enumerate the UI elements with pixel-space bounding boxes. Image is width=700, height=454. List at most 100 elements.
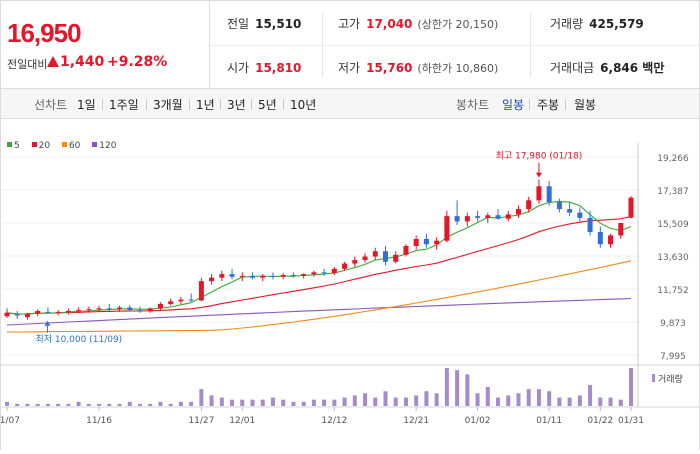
candle-body [423, 238, 429, 245]
period-3m[interactable]: 3개월 [153, 98, 183, 112]
candle-body [219, 274, 225, 278]
candle-body [270, 275, 276, 277]
candle-body [137, 310, 143, 312]
volume-bar [66, 403, 71, 406]
volume-bar [86, 403, 91, 406]
volume-bar [168, 403, 173, 406]
volume-bar [455, 370, 460, 406]
candle-body [587, 217, 593, 232]
candle-body [352, 260, 358, 264]
candle-body [362, 256, 368, 261]
x-tick-label: 12/01 [229, 416, 255, 426]
volume-bar [526, 389, 531, 406]
candle-body [505, 214, 511, 219]
x-tick-label: 11/07 [1, 416, 20, 426]
change-value: 1,440 [47, 54, 104, 70]
volume-bar [363, 393, 368, 406]
candle-body [65, 310, 71, 312]
chart-toolbar: 선차트 1일 1주일 3개월 1년 3년 5년 10년 봉차트 일봉 주봉 월봉 [0, 89, 700, 119]
price-box: 16,950 전일대비 1,440 +9.28% [1, 1, 210, 89]
candle-body [45, 311, 51, 313]
volume-bar [496, 397, 501, 406]
line-chart-label: 선차트 [34, 98, 68, 112]
volume-bar [547, 391, 552, 406]
candle-daily[interactable]: 일봉 [502, 98, 525, 112]
volume-bar [598, 397, 603, 406]
candle-body [556, 202, 562, 210]
x-tick-label: 11/16 [86, 416, 112, 426]
y-tick-label: 11,752 [657, 286, 689, 296]
candle-body [393, 254, 399, 262]
y-tick-label: 7,995 [660, 352, 686, 362]
volume-bar [373, 397, 378, 406]
candle-body [515, 209, 521, 215]
candle-body [464, 216, 470, 222]
candle-body [260, 275, 266, 278]
volume-bar [444, 368, 449, 406]
candle-body [127, 307, 133, 311]
candle-body [147, 308, 153, 311]
candle-body [311, 272, 317, 275]
ma5-line [6, 200, 632, 315]
low-annotation: 최저 10,000 (11/09) [35, 334, 122, 345]
volume-bar [485, 387, 490, 406]
volume-bar [322, 399, 327, 406]
candle-body [495, 215, 501, 219]
volume-bar [158, 401, 163, 406]
x-tick-label: 01/22 [587, 416, 613, 426]
volume-legend-label: 거래량 [658, 373, 683, 385]
candle-body [321, 272, 327, 274]
candle-body [608, 235, 614, 245]
volume-bar [76, 401, 81, 406]
candle-body [618, 222, 624, 236]
volume-bar [629, 368, 633, 406]
candle-body [577, 212, 583, 218]
volume-bar [577, 395, 582, 406]
legend-ma60: 60 [61, 141, 80, 151]
period-3y[interactable]: 3년 [227, 98, 246, 112]
volume-bar [465, 374, 470, 406]
volume-bar [199, 389, 204, 406]
period-1y[interactable]: 1년 [196, 98, 215, 112]
candle-body [485, 215, 491, 218]
volume-bar [352, 395, 357, 406]
chart-canvas: 19,266 17,387 15,509 13,630 11,752 9,873 7,995… [0, 143, 699, 426]
candle-body [239, 275, 245, 277]
ma20-line [6, 215, 632, 315]
candle-body [117, 307, 123, 310]
candle-weekly[interactable]: 주봉 [537, 98, 560, 112]
candle-body [157, 303, 163, 309]
period-1d[interactable]: 1일 [77, 98, 96, 112]
candle-body [454, 216, 460, 222]
candle-body [76, 310, 82, 312]
period-10y[interactable]: 10년 [290, 98, 317, 112]
change-label: 전일대비 [7, 58, 48, 71]
volume-bar [240, 399, 245, 406]
volume-bar [342, 397, 347, 406]
candle-body [342, 263, 348, 269]
candle-monthly[interactable]: 월봉 [574, 98, 597, 112]
volume-bar [209, 395, 214, 406]
volume-bar [25, 403, 30, 406]
volume-bar [137, 403, 142, 406]
volume-bar [506, 395, 511, 406]
period-5y[interactable]: 5년 [258, 98, 277, 112]
candle-body [24, 313, 30, 318]
volume-bar [393, 397, 398, 406]
candle-body [413, 238, 419, 246]
volume-bar [178, 401, 183, 406]
period-1w[interactable]: 1주일 [109, 98, 139, 112]
volume-bar [56, 403, 61, 406]
candle-body [178, 299, 184, 302]
volume-legend-swatch [652, 374, 655, 382]
volume-bar [301, 401, 306, 406]
y-tick-label: 15,509 [657, 220, 689, 230]
volume-bar [608, 397, 613, 406]
candle-body [597, 231, 603, 245]
candle-body [546, 186, 552, 203]
ma60-line [6, 260, 632, 333]
volume-bar [260, 399, 265, 406]
candle-body [536, 186, 542, 201]
candle-body [55, 311, 61, 313]
volume-bar [588, 384, 593, 406]
